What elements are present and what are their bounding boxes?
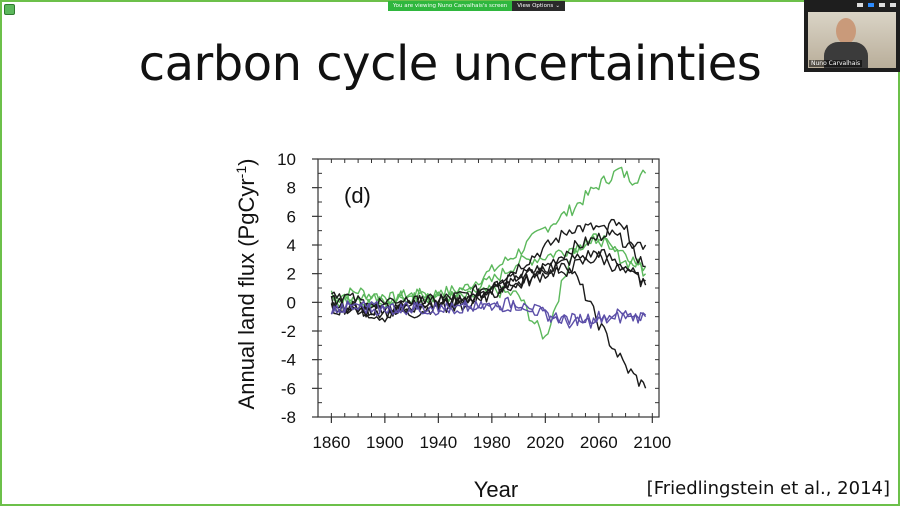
slide-citation: [Friedlingstein et al., 2014] bbox=[646, 478, 890, 499]
y-tick-label: 10 bbox=[277, 150, 296, 169]
view-options-label: View Options bbox=[517, 3, 554, 9]
view-options-button[interactable]: View Options ⌄ bbox=[512, 1, 565, 11]
y-tick-label: 4 bbox=[287, 236, 296, 255]
screen-share-banner: You are viewing Nuno Carvalhais's screen… bbox=[388, 1, 565, 11]
participant-head bbox=[836, 18, 856, 44]
y-axis-label: Annual land flux (PgCyr-1) bbox=[233, 159, 259, 410]
minimize-icon[interactable] bbox=[857, 3, 863, 7]
y-tick-label: 2 bbox=[287, 265, 296, 284]
y-tick-label: 8 bbox=[287, 179, 296, 198]
x-axis-label: Year bbox=[474, 477, 518, 502]
grid-view-icon[interactable] bbox=[890, 3, 896, 7]
green-model-series bbox=[331, 166, 647, 306]
green-model-series bbox=[331, 233, 647, 308]
black-model-series bbox=[331, 218, 647, 323]
x-tick-label: 1940 bbox=[419, 433, 457, 452]
slide-title: carbon cycle uncertainties bbox=[138, 36, 762, 92]
gallery-view-icon[interactable] bbox=[879, 3, 885, 7]
chevron-down-icon: ⌄ bbox=[555, 3, 560, 9]
participant-name-label: Nuno Carvalhais bbox=[809, 60, 863, 67]
panel-label: (d) bbox=[344, 183, 371, 208]
x-tick-label: 2100 bbox=[633, 433, 671, 452]
purple-model-series bbox=[330, 296, 647, 327]
y-tick-label: -8 bbox=[281, 408, 296, 427]
x-tick-label: 2060 bbox=[580, 433, 618, 452]
video-panel-controls bbox=[804, 0, 900, 10]
y-tick-label: 0 bbox=[287, 293, 296, 312]
speaker-view-icon[interactable] bbox=[868, 3, 874, 7]
y-tick-label: -2 bbox=[281, 322, 296, 341]
x-tick-label: 2020 bbox=[526, 433, 564, 452]
black-model-series bbox=[330, 250, 646, 316]
x-tick-label: 1980 bbox=[473, 433, 511, 452]
x-tick-label: 1860 bbox=[312, 433, 350, 452]
zoom-app-icon[interactable] bbox=[4, 4, 15, 15]
black-model-series bbox=[330, 261, 647, 389]
y-tick-label: -6 bbox=[281, 379, 296, 398]
share-status-text: You are viewing Nuno Carvalhais's screen bbox=[388, 1, 513, 11]
participant-video-panel[interactable]: Nuno Carvalhais bbox=[804, 0, 900, 72]
purple-model-series bbox=[330, 299, 647, 329]
y-tick-label: -4 bbox=[281, 351, 296, 370]
y-tick-label: 6 bbox=[287, 207, 296, 226]
x-tick-label: 1900 bbox=[366, 433, 404, 452]
